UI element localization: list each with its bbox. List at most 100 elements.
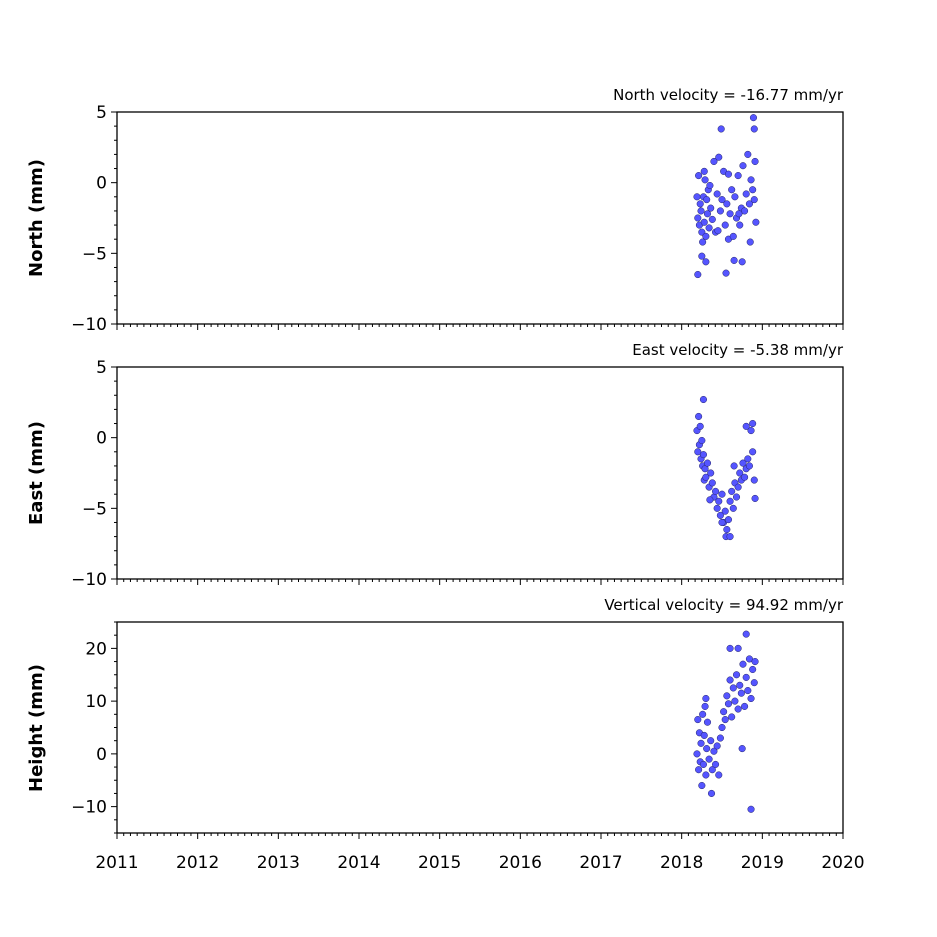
east-data-point [726, 497, 734, 505]
east-y-tick-label: −10 [71, 570, 107, 590]
north-data-point [739, 162, 747, 170]
height-data-point [737, 689, 745, 697]
north-data-point [742, 190, 750, 198]
north-data-point [693, 193, 701, 201]
x-tick-label: 2015 [418, 853, 461, 873]
east-data-point [702, 473, 710, 481]
north-y-tick-label: −5 [82, 244, 107, 264]
height-data-point [726, 676, 734, 684]
north-data-point [700, 218, 708, 226]
east-data-point [750, 476, 758, 484]
x-tick-label: 2020 [821, 853, 864, 873]
height-data-point [710, 747, 718, 755]
panel-height: Vertical velocity = 94.92 mm/yr Height (… [26, 596, 865, 873]
north-data-point [747, 176, 755, 184]
height-data-point [711, 760, 720, 768]
east-data-point [721, 507, 729, 515]
east-data-point [707, 469, 715, 477]
x-tick-label: 2018 [660, 853, 703, 873]
height-data-point [702, 771, 710, 779]
panel-east: East velocity = -5.38 mm/yr East (mm) 5 0… [26, 341, 844, 590]
height-data-point [705, 755, 713, 763]
east-data-point [736, 469, 744, 477]
north-data-point [728, 186, 736, 194]
north-data-point [752, 218, 760, 226]
height-data-point [707, 737, 715, 745]
east-data-point [741, 473, 749, 481]
height-data-point [716, 734, 724, 742]
north-data-point [694, 214, 702, 222]
north-data-point [706, 181, 714, 190]
east-data-point [749, 419, 757, 428]
north-data-point [705, 224, 713, 232]
north-data-point [750, 125, 758, 133]
height-data-point [693, 750, 701, 758]
x-tick-label: 2014 [337, 853, 380, 873]
north-data-point [717, 125, 725, 133]
east-data-point [713, 504, 721, 512]
north-data-point [745, 200, 753, 208]
x-tick-label: 2016 [499, 853, 542, 873]
x-tick-label: 2011 [95, 853, 138, 873]
east-data-point [718, 518, 726, 527]
north-data-point [702, 258, 710, 266]
east-data-point [726, 533, 734, 541]
north-y-tick-label: −10 [71, 315, 107, 335]
height-data-point [736, 681, 744, 689]
east-data-point [751, 494, 759, 502]
east-data-point [744, 455, 752, 463]
north-data-point [749, 114, 758, 122]
north-data-point [738, 258, 746, 266]
north-data-point [715, 153, 723, 161]
height-data-point [742, 630, 750, 638]
east-y-axis-label: East (mm) [26, 421, 47, 525]
height-data-point [698, 781, 706, 790]
height-data-point [734, 644, 742, 652]
height-data-point [699, 760, 707, 768]
north-data-point [724, 170, 733, 178]
north-data-point [731, 193, 739, 201]
east-data-point [711, 487, 720, 495]
north-data-point [700, 167, 708, 175]
height-y-tick-label: 20 [85, 639, 107, 659]
east-data-point [695, 412, 703, 421]
height-data-point [741, 702, 749, 710]
east-data-point [703, 459, 712, 467]
north-data-point [749, 186, 757, 194]
height-data-point [695, 766, 703, 774]
east-data-point [718, 490, 726, 498]
height-data-point [702, 694, 710, 703]
north-data-point [714, 227, 722, 235]
north-data-point [722, 269, 730, 277]
east-axes-frame [116, 366, 844, 580]
height-data-point [729, 684, 737, 692]
east-data-point [745, 462, 753, 470]
east-data-point [732, 493, 741, 501]
north-data-point [736, 221, 744, 229]
north-data-point [699, 238, 707, 246]
east-data-point [723, 525, 731, 534]
height-data-point [721, 716, 729, 724]
height-y-tick-label: −10 [71, 798, 107, 818]
north-data-point [694, 270, 702, 279]
height-data-point [731, 697, 739, 705]
height-y-axis-label: Height (mm) [26, 664, 47, 792]
north-data-point [713, 190, 721, 198]
height-data-point [750, 679, 758, 687]
height-data-point [742, 673, 750, 681]
north-velocity-label: North velocity = -16.77 mm/yr [613, 86, 844, 104]
north-data-point [750, 196, 758, 204]
height-data-point [732, 671, 741, 679]
east-data-point [724, 516, 733, 524]
north-data-point [695, 172, 703, 180]
east-data-point [696, 422, 704, 430]
height-data-point [734, 705, 742, 713]
north-data-point [723, 200, 731, 208]
height-data-point [724, 700, 733, 708]
north-data-point [729, 232, 737, 240]
east-data-point [734, 483, 742, 491]
height-data-point [703, 745, 711, 753]
height-axes-frame [116, 621, 844, 834]
east-data-point [730, 462, 738, 470]
